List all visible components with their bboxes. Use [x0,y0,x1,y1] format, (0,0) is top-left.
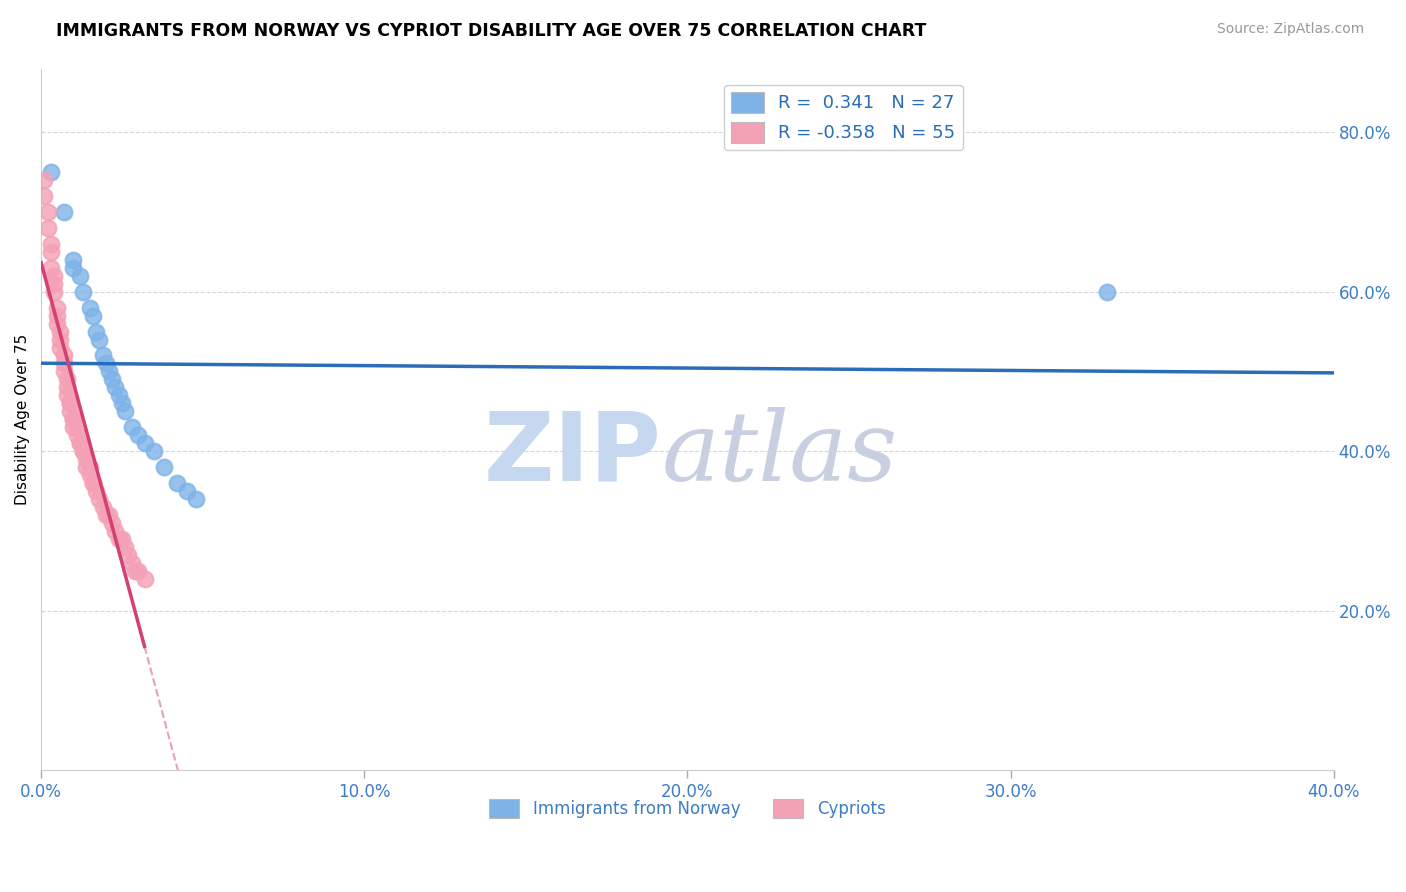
Point [82,476,104,491]
Point [59,396,82,410]
Point [134,436,156,450]
Point [66,428,89,442]
Point [127,564,149,578]
Point [94,356,117,370]
Point [49,325,72,339]
Point [94,508,117,522]
Point [39,236,62,251]
Text: IMMIGRANTS FROM NORWAY VS CYPRIOT DISABILITY AGE OVER 75 CORRELATION CHART: IMMIGRANTS FROM NORWAY VS CYPRIOT DISABI… [56,22,927,40]
Point [72,444,94,458]
Point [56,388,79,402]
Point [75,452,97,467]
Point [114,404,136,418]
Point [39,260,62,275]
Point [127,428,149,442]
Point [104,380,127,394]
Point [34,173,56,187]
Point [42,268,65,283]
Point [62,420,84,434]
Point [111,396,134,410]
Point [124,564,146,578]
Point [82,309,104,323]
Point [186,491,208,506]
Point [39,165,62,179]
Point [107,388,129,402]
Point [84,483,107,498]
Point [62,412,84,426]
Point [42,277,65,291]
Text: ZIP: ZIP [484,408,662,500]
Point [69,268,91,283]
Point [121,420,143,434]
Legend: Immigrants from Norway, Cypriots: Immigrants from Norway, Cypriots [482,792,893,825]
Point [107,532,129,546]
Point [91,349,114,363]
Point [37,221,59,235]
Point [46,317,69,331]
Point [52,349,75,363]
Point [111,532,134,546]
Point [134,572,156,586]
Text: Source: ZipAtlas.com: Source: ZipAtlas.com [1216,22,1364,37]
Point [69,436,91,450]
Point [56,380,79,394]
Point [114,540,136,554]
Point [52,364,75,378]
Point [166,476,188,491]
Point [56,372,79,386]
Point [42,285,65,299]
Point [143,444,166,458]
Point [34,189,56,203]
Point [79,468,101,483]
Point [46,309,69,323]
Point [59,404,82,418]
Point [69,436,91,450]
Point [75,460,97,475]
Point [101,372,124,386]
Point [62,412,84,426]
Point [91,500,114,514]
Point [62,260,84,275]
Point [62,252,84,267]
Point [52,356,75,370]
Point [66,420,89,434]
Point [176,483,198,498]
Point [72,444,94,458]
Point [1097,285,1119,299]
Point [37,205,59,219]
Point [82,476,104,491]
Point [59,396,82,410]
Point [49,333,72,347]
Point [89,491,111,506]
Point [104,524,127,538]
Point [117,548,139,562]
Point [39,244,62,259]
Point [84,325,107,339]
Point [79,301,101,315]
Point [98,364,121,378]
Point [89,333,111,347]
Point [49,341,72,355]
Point [79,460,101,475]
Point [72,285,94,299]
Point [153,460,176,475]
Point [98,508,121,522]
Point [101,516,124,530]
Point [52,205,75,219]
Point [46,301,69,315]
Point [121,556,143,570]
Text: atlas: atlas [662,408,897,501]
Y-axis label: Disability Age Over 75: Disability Age Over 75 [15,334,30,505]
